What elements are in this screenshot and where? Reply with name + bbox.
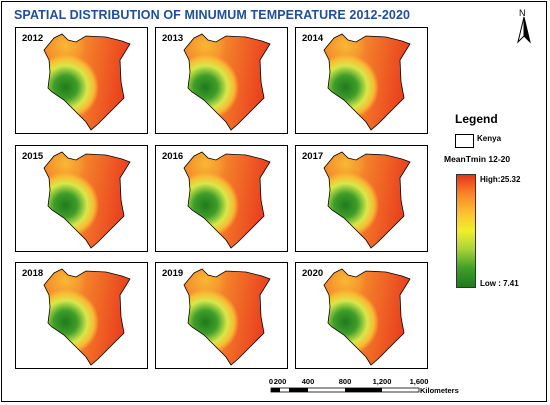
kenya-boundary-label: Kenya: [477, 134, 502, 143]
kenya-temperature-map: [43, 151, 131, 249]
ramp-low-label: Low : 7.41: [480, 279, 519, 288]
map-panel-2015: 2015: [15, 145, 148, 252]
panel-year-label: 2015: [22, 151, 44, 162]
kenya-temperature-map: [183, 151, 271, 249]
scale-tick-label: 400: [301, 377, 315, 386]
scale-units: Kilometers: [420, 386, 459, 395]
panel-year-label: 2017: [302, 151, 324, 162]
panel-year-label: 2020: [302, 268, 324, 279]
kenya-temperature-map: [323, 151, 411, 249]
legend: Legend Kenya MeanTmin 12-20 High:25.32 L…: [440, 112, 545, 297]
map-title: SPATIAL DISTRIBUTION OF MINUMUM TEMPERAT…: [14, 8, 411, 22]
kenya-temperature-map: [183, 33, 271, 131]
color-ramp: [456, 174, 476, 288]
legend-title: Legend: [455, 112, 498, 126]
scale-bar-graphic: [270, 387, 420, 393]
map-panel-2019: 2019: [155, 262, 288, 369]
map-panel-2013: 2013: [155, 27, 288, 134]
map-panel-2020: 2020: [295, 262, 428, 369]
scale-tick-label: 1,600: [409, 377, 429, 386]
scale-tick-label: 1,200: [372, 377, 392, 386]
scale-tick-label: 800: [338, 377, 352, 386]
north-label: N: [519, 8, 526, 18]
kenya-temperature-map: [43, 268, 131, 366]
scale-tick-label: 200: [273, 377, 287, 386]
kenya-temperature-map: [43, 33, 131, 131]
panel-year-label: 2016: [162, 151, 184, 162]
map-panel-2018: 2018: [15, 262, 148, 369]
panel-year-label: 2014: [302, 33, 324, 44]
kenya-boundary-swatch: [455, 134, 474, 148]
map-panel-2012: 2012: [15, 27, 148, 134]
ramp-title: MeanTmin 12-20: [444, 154, 511, 164]
ramp-high-label: High:25.32: [480, 175, 521, 184]
panel-year-label: 2019: [162, 268, 184, 279]
panel-year-label: 2018: [22, 268, 44, 279]
scale-bar: 0 200 400 800 1,200 1,600 Kilometers: [265, 377, 465, 399]
map-panel-2014: 2014: [295, 27, 428, 134]
kenya-temperature-map: [323, 33, 411, 131]
scale-tick-label: 0: [268, 377, 274, 386]
panel-year-label: 2012: [22, 33, 44, 44]
kenya-temperature-map: [323, 268, 411, 366]
map-panel-2017: 2017: [295, 145, 428, 252]
north-arrow-icon: [517, 16, 531, 44]
panel-year-label: 2013: [162, 33, 184, 44]
kenya-temperature-map: [183, 268, 271, 366]
map-panel-2016: 2016: [155, 145, 288, 252]
